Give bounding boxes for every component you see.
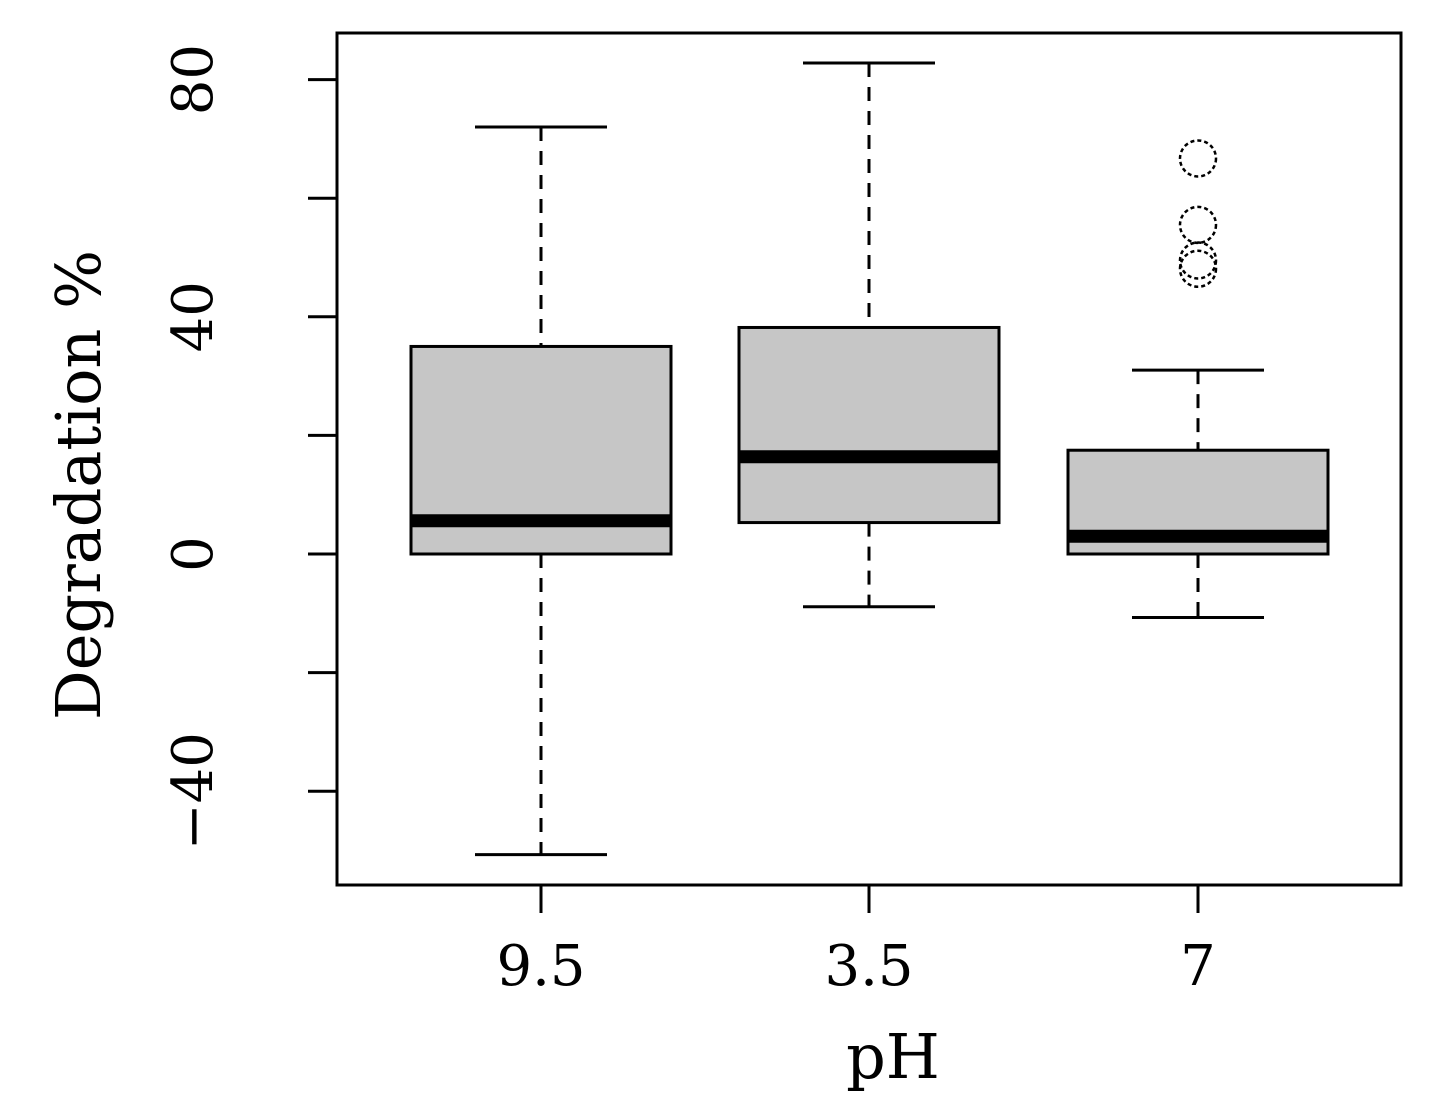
outlier-point [1178,205,1218,245]
x-axis: 9.5 3.5 7 [496,885,1216,999]
y-axis: −40 0 40 80 [161,44,337,850]
outlier-point [1178,139,1218,178]
outlier-point [1178,249,1218,289]
outlier-point [1178,241,1218,280]
box-iqr [737,325,1001,525]
y-tick-label: 80 [161,44,226,115]
y-axis-label: Degradation % [42,250,115,720]
y-tick-label: 40 [161,281,226,352]
x-tick-label: 9.5 [496,934,585,999]
boxes-layer [409,61,1330,857]
y-tick-label: −40 [161,732,226,850]
box-group [1066,139,1330,619]
x-tick-label: 3.5 [824,934,913,999]
x-tick-label: 7 [1180,934,1216,999]
x-axis-label: pH [846,1020,940,1093]
box-group [409,125,673,857]
y-tick-label: 0 [161,536,226,572]
box-group [737,61,1001,609]
